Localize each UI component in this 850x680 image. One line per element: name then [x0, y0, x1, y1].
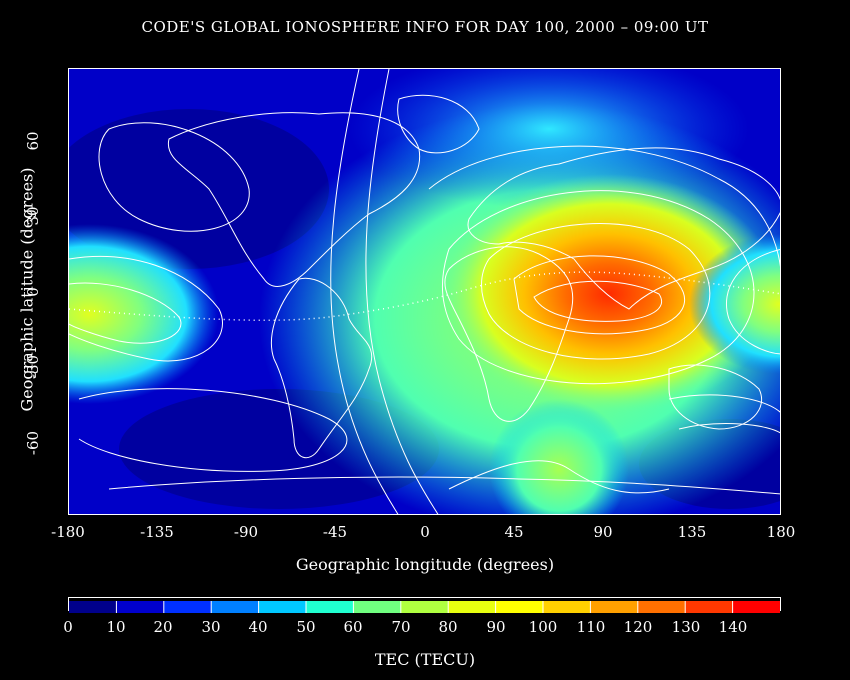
colorbar-swatch: [353, 601, 402, 613]
colorbar-label: TEC (TECU): [374, 650, 476, 669]
contour-line: [441, 190, 755, 385]
antarctica-coastline: [108, 476, 780, 495]
colorbar-tick-label: 90: [486, 618, 506, 636]
coastlines: [108, 94, 780, 495]
contour-line: [678, 423, 780, 434]
contour-line: [513, 255, 686, 335]
colorbar-swatch: [637, 601, 686, 613]
east-tec-region: [689, 234, 780, 374]
colorbar-tick-label: 80: [438, 618, 458, 636]
colorbar-swatch: [590, 601, 639, 613]
x-tick-label: 45: [504, 523, 524, 541]
colorbar-swatch: [211, 601, 260, 613]
colorbar-tick-label: 110: [576, 618, 606, 636]
tec-map-canvas: [69, 69, 780, 514]
x-tick-label: -45: [322, 523, 348, 541]
south-tongue-region: [489, 399, 629, 514]
colorbar-tick-label: 60: [343, 618, 363, 636]
greenland-coastline: [397, 94, 480, 154]
contour-line: [668, 394, 780, 413]
x-tick-label: 0: [420, 523, 430, 541]
contour-line: [448, 460, 670, 494]
contour-line: [330, 69, 399, 514]
colorbar: [68, 597, 781, 613]
colorbar-swatches: [69, 601, 781, 613]
west-tec-region: [69, 224, 219, 404]
contour-line: [533, 280, 662, 322]
colorbar-tick-label: 120: [623, 618, 653, 636]
north-cyan-region: [349, 69, 749, 209]
colorbar-swatch: [543, 601, 591, 613]
colorbar-swatch: [163, 601, 212, 613]
map-title: CODE'S GLOBAL IONOSPHERE INFO FOR DAY 10…: [141, 18, 709, 36]
colorbar-swatch: [306, 601, 354, 613]
y-axis-label: Geographic latitude (degrees): [17, 167, 37, 412]
colorbar-swatch: [400, 601, 449, 613]
x-axis-label: Geographic longitude (degrees): [295, 555, 555, 574]
contour-line: [69, 256, 223, 362]
australia-coastline: [668, 364, 762, 430]
colorbar-tick-label: 50: [296, 618, 316, 636]
colorbar-tick-label: 40: [248, 618, 268, 636]
low-tec-region-north-pacific: [69, 109, 329, 269]
colorbar-tick-label: 100: [528, 618, 558, 636]
eurasia-coastline: [467, 147, 780, 310]
y-tick-label: -60: [24, 430, 42, 456]
x-tick-label: -90: [233, 523, 259, 541]
contour-line: [428, 145, 780, 268]
x-tick-label: 180: [766, 523, 796, 541]
colorbar-swatch: [69, 601, 117, 613]
south-america-coastline: [271, 277, 373, 459]
colorbar-swatch: [732, 601, 781, 613]
colorbar-tick-label: 70: [391, 618, 411, 636]
colorbar-swatch: [495, 601, 544, 613]
colorbar-tick-label: 140: [718, 618, 748, 636]
peak-tec-region: [439, 174, 779, 414]
colorbar-tick-label: 0: [63, 618, 73, 636]
x-tick-label: 135: [677, 523, 707, 541]
tec-contours: [69, 69, 780, 514]
contour-line: [78, 388, 348, 472]
colorbar-swatch: [448, 601, 497, 613]
y-tick-label: 60: [24, 131, 42, 151]
colorbar-swatch: [116, 601, 165, 613]
colorbar-tick-label: 20: [153, 618, 173, 636]
x-tick-label: -135: [140, 523, 174, 541]
tec-map: [68, 68, 781, 515]
contour-line: [481, 223, 711, 360]
colorbar-swatch: [685, 601, 734, 613]
x-tick-label: -180: [51, 523, 85, 541]
x-tick-label: 90: [593, 523, 613, 541]
contour-line: [365, 69, 439, 514]
africa-coastline: [444, 246, 574, 422]
north-america-coastline: [167, 112, 421, 287]
colorbar-swatch: [258, 601, 307, 613]
contour-line: [725, 249, 780, 355]
colorbar-tick-label: 130: [671, 618, 701, 636]
colorbar-tick-label: 10: [106, 618, 126, 636]
contour-line: [69, 282, 182, 344]
colorbar-tick-label: 30: [201, 618, 221, 636]
